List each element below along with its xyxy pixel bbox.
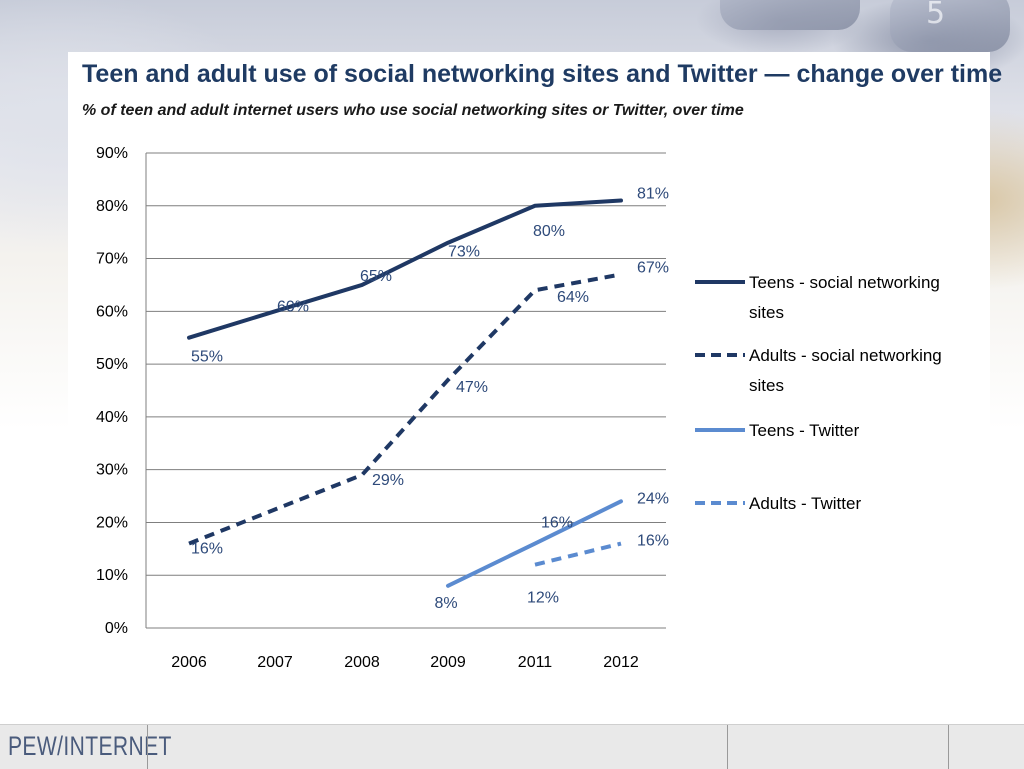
- data-label: 24%: [637, 490, 669, 507]
- data-label: 12%: [527, 590, 559, 607]
- data-label: 67%: [637, 259, 669, 276]
- y-tick-label: 0%: [105, 620, 128, 637]
- y-tick-label: 60%: [96, 303, 128, 320]
- series-line: [446, 499, 623, 588]
- series-line: [188, 272, 622, 546]
- x-tick-label: 2008: [344, 654, 380, 671]
- series-line: [187, 198, 623, 340]
- y-tick-label: 20%: [96, 514, 128, 531]
- x-tick-label: 2009: [430, 654, 466, 671]
- data-label: 60%: [277, 298, 309, 315]
- data-label: 16%: [191, 541, 223, 558]
- chart-subtitle: % of teen and adult internet users who u…: [82, 102, 744, 119]
- y-tick-label: 30%: [96, 462, 128, 479]
- y-tick-label: 40%: [96, 409, 128, 426]
- data-label: 64%: [557, 289, 589, 306]
- footer-bar: PEW/INTERNET: [0, 724, 1024, 769]
- keypad-key: [720, 0, 860, 30]
- y-tick-label: 80%: [96, 198, 128, 215]
- footer-divider: [727, 725, 728, 769]
- legend-label: Adults - social networking: [749, 346, 942, 365]
- x-tick-label: 2012: [603, 654, 639, 671]
- y-tick-label: 70%: [96, 251, 128, 268]
- chart-panel: Teen and adult use of social networking …: [68, 52, 1002, 724]
- data-label: 65%: [360, 268, 392, 285]
- legend-label: Adults - Twitter: [749, 494, 861, 513]
- legend-label: Teens - social networking: [749, 273, 940, 292]
- data-label: 73%: [448, 244, 480, 261]
- x-tick-label: 2007: [257, 654, 293, 671]
- data-label: 8%: [434, 595, 457, 612]
- legend-label: Teens - Twitter: [749, 421, 860, 440]
- data-label: 47%: [456, 379, 488, 396]
- keypad-key: 5: [890, 0, 1010, 52]
- pew-internet-logo: PEW/INTERNET: [8, 731, 172, 761]
- line-chart: 0% 10% 20% 30% 40% 50% 60% 70% 80% 90% 2006 2007 200…: [96, 145, 942, 671]
- series-line: [534, 541, 622, 567]
- y-tick-label: 10%: [96, 567, 128, 584]
- data-label: 81%: [637, 186, 669, 203]
- legend-label: sites: [749, 376, 784, 395]
- y-tick-label: 50%: [96, 356, 128, 373]
- chart-title: Teen and adult use of social networking …: [82, 60, 1003, 88]
- x-tick-label: 2006: [171, 654, 207, 671]
- data-label: 80%: [533, 223, 565, 240]
- footer-divider: [948, 725, 949, 769]
- x-tick-label: 2011: [518, 654, 553, 671]
- data-label: 16%: [541, 515, 573, 532]
- data-label: 29%: [372, 472, 404, 489]
- data-label: 16%: [637, 533, 669, 550]
- y-tick-label: 90%: [96, 145, 128, 162]
- footer-divider: [147, 725, 148, 769]
- data-label: 55%: [191, 349, 223, 366]
- legend-label: sites: [749, 303, 784, 322]
- keypad-digit: 5: [926, 0, 946, 31]
